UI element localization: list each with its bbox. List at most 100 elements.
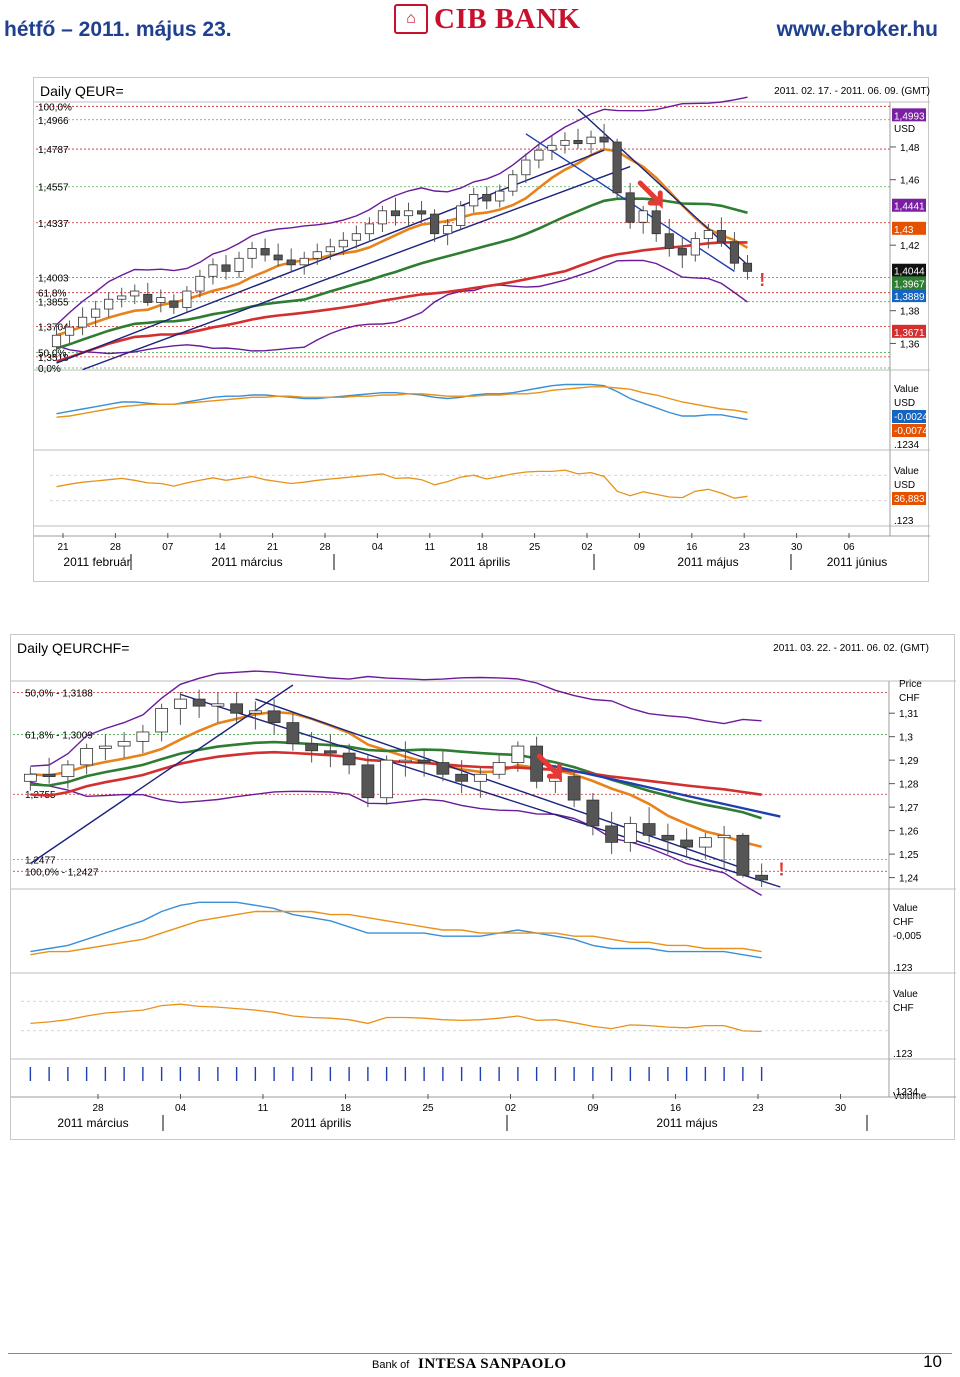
x-axis-label: 23 <box>752 1103 764 1114</box>
rsi-tick-label: .123 <box>893 1049 913 1060</box>
x-axis-label: 18 <box>477 542 489 553</box>
candle-body <box>42 773 56 778</box>
value-badge-text: 1,43 <box>894 225 914 236</box>
lower-band-line <box>56 259 748 355</box>
fib-level-label: 1,3855 <box>38 298 69 309</box>
fib-level-label: 50,0% <box>38 348 66 359</box>
candle-body <box>638 210 648 223</box>
candle-body <box>736 834 750 876</box>
candle-body <box>80 748 94 766</box>
x-axis-label: 09 <box>634 542 646 553</box>
candle-body <box>573 139 583 145</box>
candle-body <box>605 825 619 843</box>
candle-body <box>664 233 674 249</box>
value-badge-text: 1,3967 <box>894 279 925 290</box>
candle-body <box>677 248 687 256</box>
ma-short-line <box>30 710 762 849</box>
x-axis-label: 11 <box>258 1103 269 1114</box>
candle-body <box>130 290 140 297</box>
x-axis-label: 16 <box>686 542 698 553</box>
value-badge-text: 1,4993 <box>894 111 925 122</box>
price-axis-label: 1,3 <box>899 733 913 744</box>
candle-body <box>651 210 661 235</box>
x-axis-label: 16 <box>670 1103 682 1114</box>
price-axis-label: 1,42 <box>900 241 920 252</box>
ma-mid-line <box>30 740 762 820</box>
eurchf-chart-panel: Daily QEURCHF= 2011. 03. 22. - 2011. 06. … <box>10 634 956 1140</box>
candle-body <box>511 745 525 763</box>
candle-body <box>755 874 769 881</box>
fib-level-label: 1,2477 <box>25 856 56 867</box>
rsi-value-label: Value <box>893 989 918 1000</box>
x-axis-label: 02 <box>581 542 593 553</box>
value-badge-text: USD <box>894 124 915 135</box>
candle-body <box>508 174 518 192</box>
candle-body <box>211 703 225 707</box>
candle-body <box>698 837 712 848</box>
month-label: 2011 május <box>656 1116 717 1130</box>
candle-body <box>716 230 726 243</box>
candle-body <box>247 248 257 259</box>
x-axis-label: 11 <box>425 542 436 553</box>
candle-body <box>482 194 492 202</box>
rsi-value-label: Value <box>894 466 919 477</box>
candle-body <box>599 136 609 143</box>
candle-body <box>469 194 479 207</box>
site-url[interactable]: www.ebroker.hu <box>776 18 938 41</box>
fib-level-label: 1,3704 <box>38 322 69 333</box>
candle-body <box>260 248 270 256</box>
candle-body <box>456 205 466 226</box>
macd-value-label: USD <box>894 398 915 409</box>
upper-band-line <box>30 670 762 767</box>
candle-body <box>248 710 262 714</box>
month-label: 2011 február <box>63 555 130 569</box>
candle-body <box>416 210 427 215</box>
candle-body <box>625 192 635 223</box>
x-axis-label: 21 <box>57 542 69 553</box>
x-axis-label: 28 <box>92 1103 104 1114</box>
ma-long-line <box>56 241 748 363</box>
price-axis-label: 1,25 <box>899 850 919 861</box>
candle-body <box>267 710 281 723</box>
sell-arrow-icon <box>536 753 562 783</box>
x-axis-label: 04 <box>175 1103 187 1114</box>
rsi-line <box>56 469 748 499</box>
price-axis-label: 1,24 <box>899 874 919 885</box>
value-badge <box>892 263 926 277</box>
candle-body <box>78 316 88 328</box>
candle-body <box>492 762 506 775</box>
candle-body <box>299 257 309 266</box>
candle-body <box>195 275 205 292</box>
candle-body <box>436 762 450 775</box>
candle-body <box>361 764 375 799</box>
x-axis-label: 30 <box>791 542 803 553</box>
macd-signal-line <box>30 910 762 956</box>
value-badge <box>892 221 926 235</box>
month-label: 2011 június <box>827 555 888 569</box>
month-label: 2011 március <box>57 1116 128 1130</box>
macd-value-label: Value <box>893 903 918 914</box>
candle-body <box>208 264 218 277</box>
fib-level-label: 1,4337 <box>38 219 69 230</box>
month-label: 2011 április <box>450 555 510 569</box>
fib-level-label: 1,4557 <box>38 183 69 194</box>
x-axis-label: 02 <box>505 1103 517 1114</box>
x-axis-label: 09 <box>587 1103 599 1114</box>
candle-body <box>417 759 431 763</box>
price-axis-label: 1,27 <box>899 803 919 814</box>
candle-body <box>342 752 356 766</box>
x-axis-label: 18 <box>340 1103 352 1114</box>
candle-body <box>377 210 388 225</box>
candle-body <box>380 759 394 799</box>
candle-body <box>430 213 440 235</box>
value-badge <box>892 492 926 505</box>
value-badge-text: 1,4441 <box>894 202 925 213</box>
rsi-line <box>30 1003 762 1033</box>
candle-body <box>495 190 505 202</box>
macd-value-label: -0,0074 <box>894 426 928 437</box>
eurusd-chart-svg: Daily QEUR= 2011. 02. 17. - 2011. 06. 09.… <box>34 83 930 570</box>
candle-body <box>325 246 335 253</box>
candle-body <box>221 264 231 272</box>
candle-body <box>338 239 348 248</box>
candle-body <box>169 300 179 308</box>
